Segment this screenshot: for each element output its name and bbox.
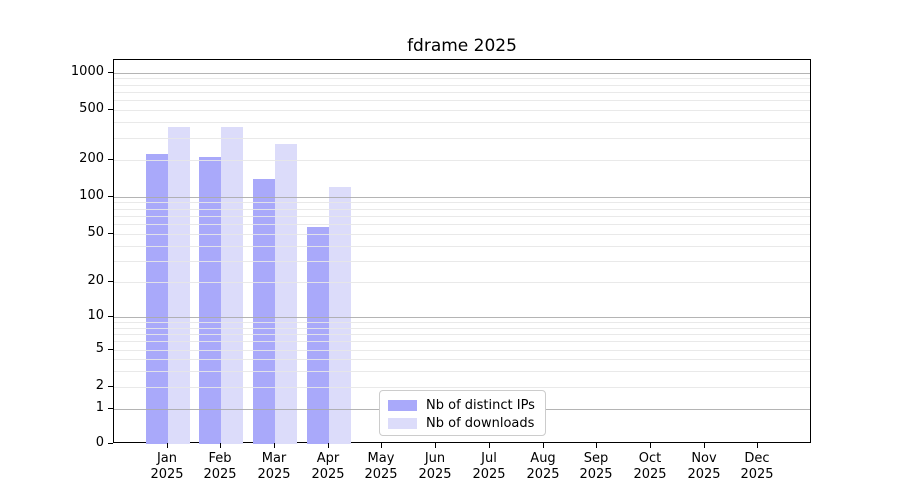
y-gridline-minor: [114, 233, 810, 235]
x-tick-mark: [704, 443, 705, 448]
bar-nb-of-downloads-jan: [167, 126, 190, 444]
y-gridline-minor: [114, 333, 810, 335]
x-tick-label-may: May 2025: [364, 451, 398, 482]
bar-nb-of-downloads-mar: [275, 143, 298, 444]
legend-item-distinct-ips: Nb of distinct IPs: [388, 396, 539, 414]
legend-item-downloads: Nb of downloads: [388, 414, 539, 432]
legend: Nb of distinct IPs Nb of downloads: [379, 390, 546, 436]
y-tick-label: 500: [79, 101, 104, 116]
y-gridline-minor: [114, 137, 810, 139]
y-tick-label: 1: [95, 400, 104, 415]
y-gridline-major: [114, 196, 810, 198]
y-gridline-major: [114, 72, 810, 74]
bar-nb-of-distinct-ips-mar: [253, 178, 276, 444]
y-tick-label: 10: [87, 308, 104, 323]
x-tick-mark: [543, 443, 544, 448]
y-gridline-minor: [114, 321, 810, 323]
y-gridline-minor: [114, 215, 810, 217]
bar-nb-of-distinct-ips-apr: [306, 226, 329, 444]
x-tick-label-apr: Apr 2025: [311, 451, 345, 482]
x-tick-mark: [167, 443, 168, 448]
x-tick-label-sep: Sep 2025: [579, 451, 613, 482]
bar-nb-of-downloads-feb: [221, 126, 244, 444]
y-tick-label: 100: [79, 188, 104, 203]
y-gridline-minor: [114, 349, 810, 351]
x-tick-mark: [274, 443, 275, 448]
x-tick-label-feb: Feb 2025: [203, 451, 237, 482]
x-tick-mark: [596, 443, 597, 448]
y-gridline-minor: [114, 359, 810, 361]
y-gridline-minor: [114, 159, 810, 161]
x-tick-mark: [650, 443, 651, 448]
y-tick-label: 2: [95, 378, 104, 393]
y-gridline-minor: [114, 208, 810, 210]
bars-layer: [114, 60, 810, 444]
x-tick-mark: [381, 443, 382, 448]
x-tick-mark: [220, 443, 221, 448]
x-tick-label-mar: Mar 2025: [257, 451, 291, 482]
x-tick-label-dec: Dec 2025: [740, 451, 774, 482]
y-gridline-minor: [114, 224, 810, 226]
y-gridline-minor: [114, 110, 810, 112]
bar-nb-of-downloads-apr: [328, 187, 351, 444]
legend-label-downloads: Nb of downloads: [426, 415, 535, 431]
y-gridline-minor: [114, 122, 810, 124]
y-gridline-minor: [114, 387, 810, 389]
y-tick-label: 1000: [70, 64, 104, 79]
y-tick-label: 0: [95, 435, 104, 450]
x-tick-mark: [435, 443, 436, 448]
x-tick-label-jan: Jan 2025: [150, 451, 184, 482]
x-tick-label-nov: Nov 2025: [687, 451, 721, 482]
y-gridline-minor: [114, 202, 810, 204]
y-gridline-minor: [114, 281, 810, 283]
y-gridline-minor: [114, 100, 810, 102]
plot-area: [113, 59, 811, 444]
y-gridline-major: [114, 316, 810, 318]
y-tick-label: 200: [79, 151, 104, 166]
bar-nb-of-distinct-ips-feb: [199, 156, 222, 444]
y-gridline-minor: [114, 327, 810, 329]
x-tick-label-oct: Oct 2025: [633, 451, 667, 482]
y-gridline-minor: [114, 260, 810, 262]
y-gridline-minor: [114, 84, 810, 86]
y-tick-label: 50: [87, 225, 104, 240]
x-tick-label-jun: Jun 2025: [418, 451, 452, 482]
x-tick-label-jul: Jul 2025: [472, 451, 506, 482]
x-tick-mark: [328, 443, 329, 448]
grid-layer: [114, 60, 810, 442]
bar-nb-of-distinct-ips-jan: [145, 154, 168, 444]
y-tick-label: 20: [87, 273, 104, 288]
x-tick-mark: [757, 443, 758, 448]
legend-swatch-downloads: [388, 417, 417, 429]
y-gridline-minor: [114, 371, 810, 373]
x-tick-label-aug: Aug 2025: [526, 451, 560, 482]
chart-title: fdrame 2025: [407, 36, 517, 56]
legend-swatch-distinct-ips: [388, 399, 417, 411]
y-tick-mark: [108, 443, 113, 444]
y-gridline-minor: [114, 341, 810, 343]
x-tick-mark: [489, 443, 490, 448]
y-gridline-minor: [114, 78, 810, 80]
y-gridline-minor: [114, 245, 810, 247]
legend-label-distinct-ips: Nb of distinct IPs: [426, 397, 535, 413]
y-gridline-minor: [114, 91, 810, 93]
y-tick-label: 5: [95, 341, 104, 356]
